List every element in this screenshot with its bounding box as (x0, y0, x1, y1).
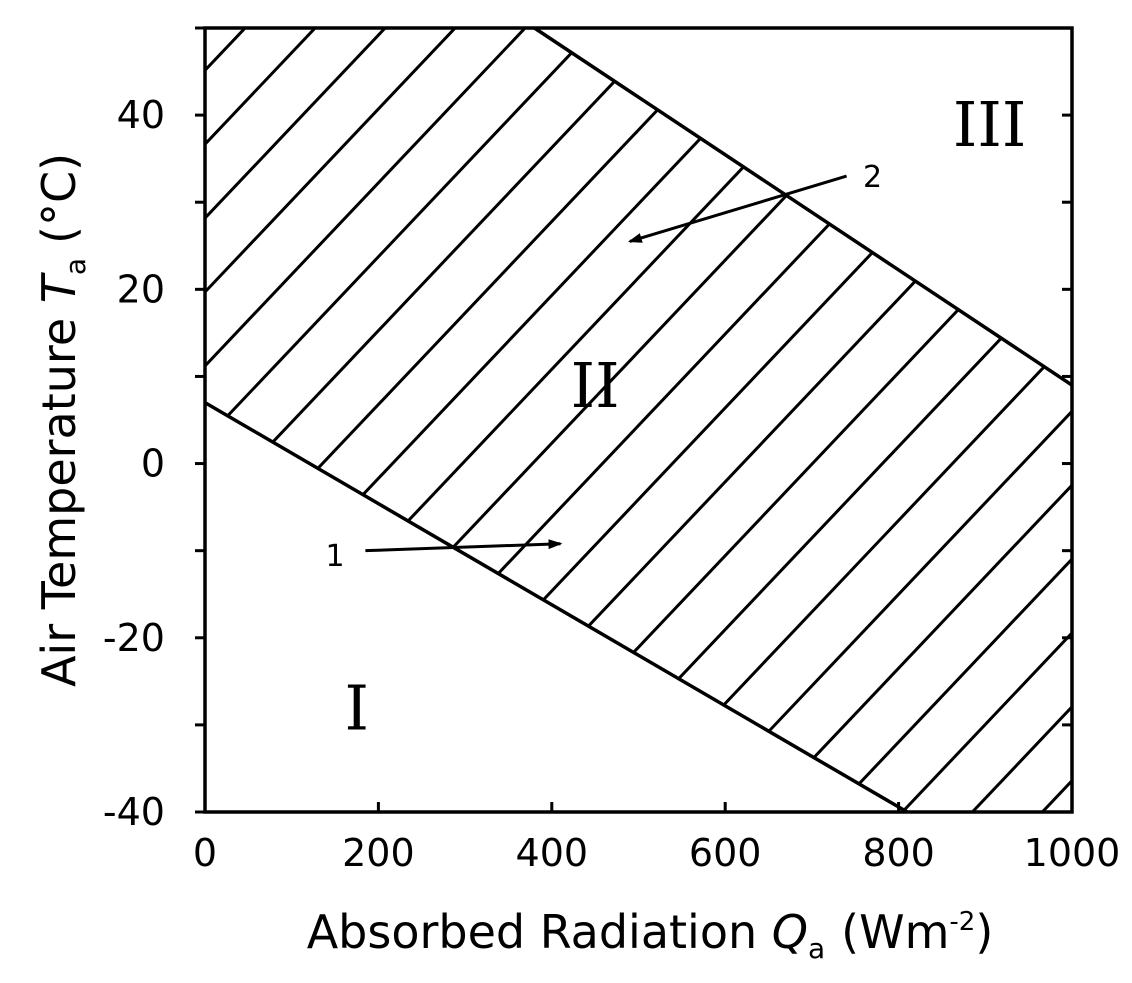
y-axis-ticks: -40 -20 0 20 40 (103, 26, 1072, 834)
hatch-line (783, 28, 1072, 812)
x-tick-label: 200 (342, 831, 415, 875)
pointer-arrow-2 (627, 174, 848, 243)
hatch-line (433, 28, 1072, 812)
x-axis-title-subscript: a (808, 932, 825, 965)
hatch-line (503, 28, 1072, 812)
region-label-III: III (953, 88, 1026, 161)
y-axis-title-text: Air Temperature (32, 318, 86, 687)
y-axis-title: Air Temperature Ta (°C) (32, 153, 92, 687)
boundary-line-1 (204, 401, 909, 814)
y-tick-label: 40 (117, 93, 165, 137)
x-axis-title-symbol: Q (772, 905, 808, 959)
boundary-lines (204, 26, 1073, 814)
hatch-line (713, 28, 1072, 812)
pointer-label-1: 1 (326, 539, 345, 574)
hatch-line (643, 28, 1072, 812)
x-tick-label: 600 (689, 831, 762, 875)
x-axis-title-unit-close: ) (975, 905, 993, 959)
y-axis-title-symbol: T (32, 271, 86, 303)
x-axis-ticks: 0 200 400 600 800 1000 (193, 802, 1120, 875)
region-label-I: I (344, 671, 369, 744)
hatch-line (205, 28, 497, 812)
y-axis-title-unit: (°C) (32, 153, 86, 244)
y-axis-title-subscript: a (59, 258, 92, 275)
x-axis-title-unit-exponent: -2 (949, 907, 975, 937)
y-tick-label: 0 (141, 442, 165, 486)
x-tick-label: 0 (193, 831, 217, 875)
y-tick-label: -40 (103, 790, 165, 834)
hatch-line (205, 28, 567, 812)
hatch-line (0, 0, 5, 862)
hatch-line (573, 28, 1072, 812)
hatch-line (205, 28, 427, 812)
x-tick-label: 1000 (1024, 831, 1121, 875)
region-label-II: II (571, 349, 620, 422)
pointer-annotations: 12 (326, 160, 883, 574)
pointer-label-2: 2 (863, 160, 882, 195)
x-tick-label: 400 (516, 831, 589, 875)
hatch-line (205, 28, 637, 812)
y-tick-label: -20 (103, 616, 165, 660)
hatch-line (1063, 28, 1072, 812)
hatch-line (205, 28, 707, 812)
plot-frame (203, 26, 1074, 814)
y-tick-label: 20 (117, 267, 165, 311)
x-axis-title-text: Absorbed Radiation (307, 905, 757, 959)
boundary-line-2 (533, 26, 1073, 387)
x-axis-title-unit-open: (Wm (841, 905, 949, 959)
x-axis-title: Absorbed Radiation Qa (Wm-2) (307, 905, 994, 965)
hatch-line (853, 28, 1072, 812)
pointer-arrow-1 (365, 539, 563, 553)
x-tick-label: 800 (862, 831, 935, 875)
